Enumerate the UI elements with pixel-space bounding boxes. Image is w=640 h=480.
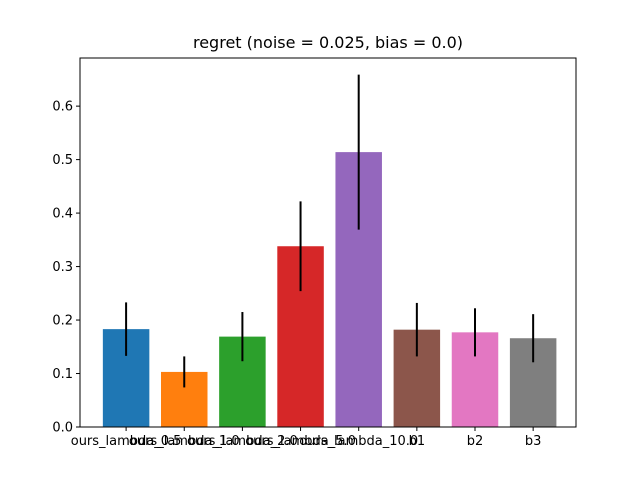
x-tick-label: ours_lambda_0.5 <box>71 434 182 449</box>
x-tick-label: b1 <box>409 434 426 449</box>
x-tick-label: b3 <box>525 434 542 449</box>
y-tick-label: 0.5 <box>52 153 73 168</box>
y-tick-label: 0.2 <box>52 314 73 329</box>
y-tick-label: 0.4 <box>52 207 73 222</box>
x-tick-label: ours_lambda_5.0 <box>245 434 356 449</box>
y-tick-label: 0.3 <box>52 260 73 275</box>
chart-title: regret (noise = 0.025, bias = 0.0) <box>193 33 463 52</box>
y-tick-label: 0.1 <box>52 367 73 382</box>
x-tick-label: ours_lambda_1.0 <box>129 434 240 449</box>
x-tick-label: ours_lambda_2.0 <box>187 434 298 449</box>
y-tick-label: 0.6 <box>52 100 73 115</box>
x-tick-label: b2 <box>467 434 484 449</box>
plot-area: 0.00.10.20.30.40.50.6ours_lambda_0.5ours… <box>52 57 577 449</box>
y-tick-label: 0.0 <box>52 421 73 436</box>
x-tick-label: ours_lambda_10.0 <box>299 434 418 449</box>
axes-frame <box>79 57 577 428</box>
